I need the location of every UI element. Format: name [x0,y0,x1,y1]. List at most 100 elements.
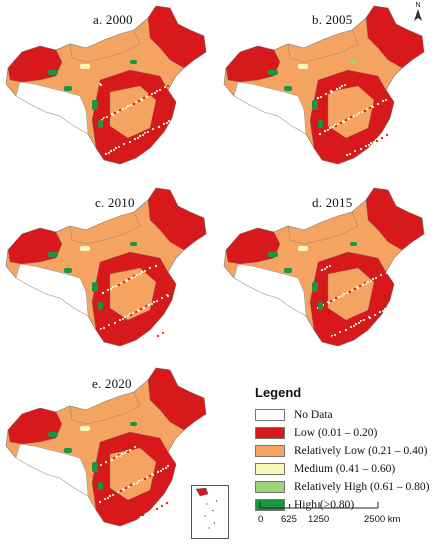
county-dot [148,266,152,270]
county-dot [105,115,109,119]
county-dot [107,151,111,155]
county-dot [112,456,116,460]
map-title: e. 2020 [92,376,132,391]
county-dot [318,132,322,136]
county-dot [109,287,113,291]
scale-bar-graphic [259,502,379,509]
county-dot [164,466,168,470]
legend-item: Medium (0.41 – 0.60) [255,460,435,478]
north-arrow-icon [414,9,422,21]
legend-item: Low (0.01 – 0.20) [255,424,435,442]
county-dot [155,299,159,303]
county-dot [106,288,110,292]
map-title: c. 2010 [95,195,135,210]
county-dot [344,328,348,332]
county-dot [385,271,389,275]
county-dot [329,299,333,303]
inner-mongolia-region [287,29,359,63]
northeast-region [365,5,425,69]
high-patch [48,252,58,257]
county-dot [144,132,148,136]
high-patch [268,70,278,75]
county-dot [151,265,155,269]
county-dot [377,137,381,141]
county-dot [352,114,356,118]
county-dot [149,129,153,133]
legend-swatch [255,409,285,421]
county-dot [126,450,130,454]
county-dot [352,324,356,328]
county-dot [327,301,331,305]
county-dot [325,265,329,269]
legend-item-label: Relatively Low (0.21 – 0.40) [294,445,428,457]
county-dot [137,479,141,483]
county-dot [322,94,326,98]
county-dot [328,264,332,268]
high-patch [130,422,137,426]
map-panel-2020: e. 2020 [0,362,215,542]
county-dot [122,488,126,492]
county-dot [337,295,341,299]
county-dot [359,147,363,151]
county-dot [320,268,324,272]
county-dot [143,477,147,481]
county-dot [143,269,147,273]
map-regions [223,187,425,347]
county-dot [118,318,122,322]
county-dot [370,314,374,318]
county-dot [138,272,142,276]
county-dot [120,452,124,456]
county-dot [102,326,106,330]
county-dot [129,313,133,317]
county-dot [108,114,112,118]
county-dot [144,304,148,308]
county-dot [323,129,327,133]
county-dot [142,96,146,100]
scale-bar: 0 625 1250 2500 km [258,498,426,528]
county-dot [149,509,153,513]
county-dot [131,447,135,451]
county-dot [331,335,335,339]
northeast-region [147,5,207,69]
county-dot [365,317,369,321]
county-dot [98,292,102,296]
county-dot [163,503,167,507]
county-dot [137,309,141,313]
county-dot [165,501,169,505]
map-panel-2000: a. 2000 [0,0,215,180]
county-dot [369,279,373,283]
northeast-region [365,187,425,251]
county-dot [365,107,369,111]
county-dot [367,143,371,147]
county-dot [134,310,138,314]
medium-patch [80,246,90,251]
county-dot [116,490,120,494]
no-data-region [15,263,89,317]
map-panel-2015: d. 2015 [218,182,433,362]
county-dot [324,302,328,306]
county-dot [140,478,144,482]
county-dot [126,104,130,108]
county-dot [338,330,342,334]
no-data-region [15,443,89,497]
china-map [223,5,425,165]
county-dot [385,133,389,137]
map-regions [5,187,207,347]
map-panel-2010: c. 2010 [0,182,215,362]
county-dot [351,151,355,155]
county-dot [144,512,148,516]
legend-item: Relatively Low (0.21 – 0.40) [255,442,435,460]
county-dot [166,84,170,88]
county-dot [166,294,170,298]
county-dot [382,272,386,276]
county-dot [136,136,140,140]
county-dot [369,141,373,145]
county-dot [111,285,115,289]
county-dot [130,276,134,280]
county-dot [106,496,110,500]
county-dot [378,100,382,104]
county-dot [158,298,162,302]
county-dot [119,489,123,493]
county-dot [147,93,151,97]
county-dot [336,122,340,126]
